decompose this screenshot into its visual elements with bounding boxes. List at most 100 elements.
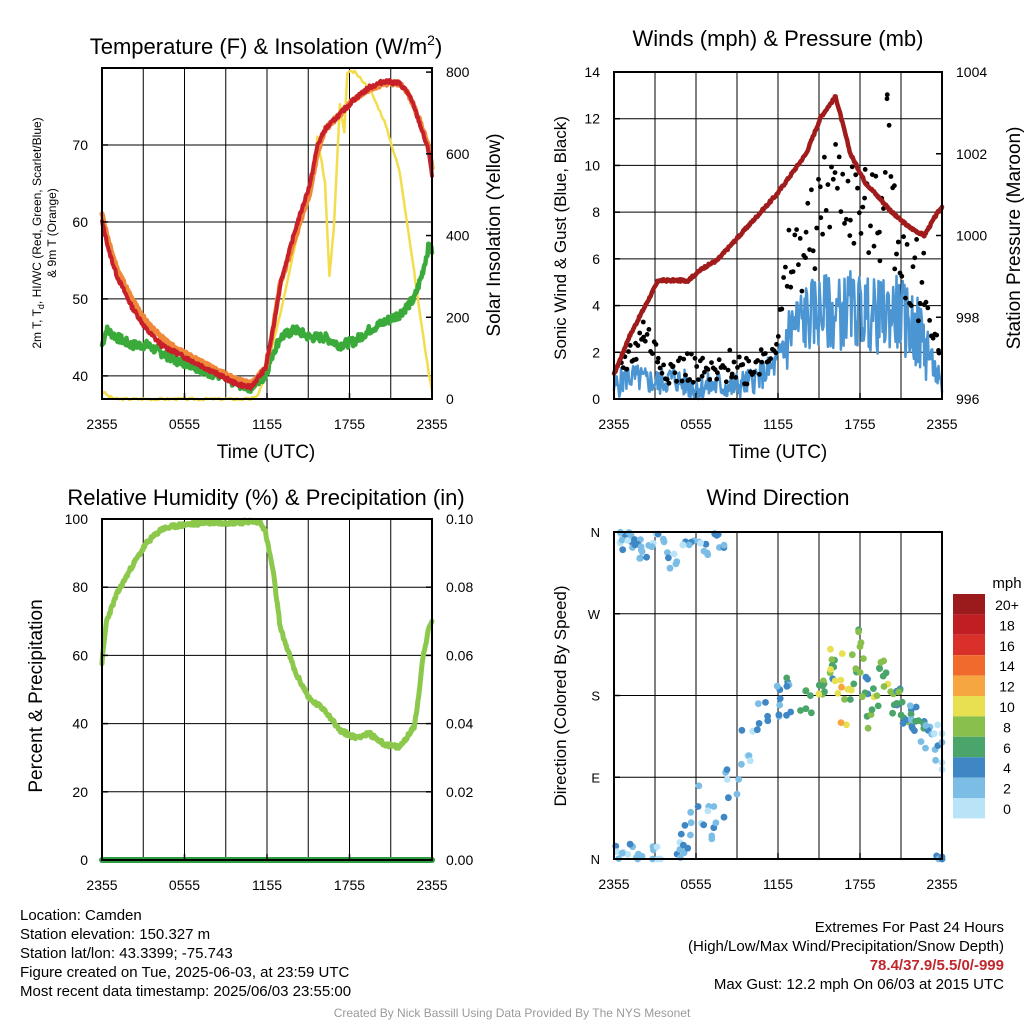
- y-left-tick-label-80: 80: [72, 579, 88, 595]
- wind-direction-point: [843, 721, 850, 729]
- x-tick-label-2355: 2355: [598, 416, 629, 432]
- gust-point: [659, 370, 665, 376]
- gust-point: [684, 351, 690, 357]
- y-left-tick-label-W: W: [588, 607, 601, 622]
- wind-direction-point: [725, 794, 732, 802]
- dewpoint-line: [99, 241, 435, 394]
- gust-point: [860, 204, 866, 210]
- speed-legend-label-14: 14: [999, 658, 1015, 674]
- gust-point: [825, 182, 831, 188]
- x-tick-label-1155: 1155: [763, 416, 793, 432]
- wind-direction-point: [847, 686, 855, 694]
- y-left-tick-label-0: 0: [592, 391, 600, 407]
- direction-title: Wind Direction: [706, 485, 849, 510]
- y-left-tick-label-50: 50: [72, 291, 88, 307]
- wind-direction-point: [907, 710, 915, 718]
- wind-direction-point: [932, 756, 939, 764]
- gust-point: [731, 359, 737, 365]
- temperature-2m-line: [100, 78, 434, 391]
- wind-direction-point: [837, 719, 845, 726]
- wind-direction-point: [677, 830, 685, 838]
- gust-point: [670, 363, 676, 369]
- most-recent-timestamp: Most recent data timestamp: 2025/06/03 2…: [20, 983, 352, 1000]
- gust-point: [904, 242, 910, 247]
- wind-direction-point: [684, 844, 692, 852]
- gust-point: [877, 258, 883, 264]
- wind-direction-point: [653, 843, 661, 851]
- gust-point: [817, 184, 823, 190]
- speed-legend-label-16: 16: [999, 638, 1015, 654]
- wind-direction-point: [912, 703, 920, 711]
- wind-direction-point: [902, 716, 910, 724]
- gust-point: [925, 305, 931, 311]
- y-right-tick-label-0: 0: [446, 391, 454, 407]
- gust-point: [650, 351, 655, 356]
- gust-point: [888, 174, 894, 179]
- gust-point: [894, 251, 899, 257]
- gust-point: [892, 183, 897, 189]
- gust-point: [790, 269, 796, 274]
- y-right-tick-label-1004: 1004: [956, 64, 987, 80]
- wind-direction-point: [618, 536, 626, 544]
- speed-legend-swatch-20+: [953, 594, 985, 615]
- wind-direction-point: [889, 709, 896, 717]
- wind-direction-point: [838, 650, 846, 657]
- gust-point: [687, 377, 692, 382]
- wind-direction-point: [723, 766, 731, 773]
- gust-point: [927, 318, 932, 323]
- wind-direction-point: [679, 541, 687, 549]
- wind-direction-point: [687, 831, 694, 839]
- gust-point: [762, 351, 768, 356]
- wind-direction-point: [838, 683, 845, 691]
- gust-point: [919, 280, 925, 285]
- gust-point: [709, 360, 714, 365]
- x-tick-label-2355: 2355: [416, 416, 447, 432]
- gust-point: [768, 356, 773, 361]
- wind-direction-point: [856, 669, 864, 676]
- wind-direction-point: [834, 690, 842, 697]
- wind-direction-point: [735, 776, 743, 783]
- extremes-title: Extremes For Past 24 Hours: [814, 919, 1004, 936]
- gust-point: [838, 209, 844, 215]
- gust-point: [759, 359, 765, 365]
- gust-point: [884, 96, 890, 102]
- y-right-tick-label-400: 400: [446, 228, 470, 244]
- wind-direction-point: [733, 790, 741, 798]
- station-location: Location: Camden: [20, 907, 142, 924]
- wind-direction-point: [917, 738, 925, 745]
- y-left-tick-label-N: N: [591, 525, 600, 540]
- y-left-tick-label-4: 4: [592, 298, 600, 314]
- gust-point: [679, 378, 685, 384]
- gust-point: [781, 275, 786, 280]
- x-tick-label-1755: 1755: [334, 416, 365, 432]
- wind-direction-point: [802, 687, 810, 695]
- x-tick-label-0555: 0555: [169, 416, 200, 432]
- gust-point: [758, 347, 764, 353]
- y-left-tick-label-N: N: [591, 852, 600, 867]
- y-left-tick-label-60: 60: [72, 214, 88, 230]
- gust-point: [775, 334, 781, 339]
- speed-legend-swatch-12: [953, 675, 985, 696]
- wind-direction-point: [626, 840, 634, 848]
- wind-direction-point: [873, 692, 881, 699]
- gust-point: [923, 299, 929, 305]
- gust-point: [908, 303, 914, 308]
- speed-legend-swatch-18: [953, 614, 985, 635]
- gust-point: [779, 306, 785, 312]
- x-tick-label-1755: 1755: [844, 416, 875, 432]
- gust-point: [640, 319, 646, 325]
- speed-legend-swatch-0: [953, 798, 985, 819]
- gust-point: [835, 185, 840, 191]
- gust-point: [773, 350, 779, 356]
- speed-legend-label-12: 12: [999, 679, 1015, 695]
- x-tick-label-1755: 1755: [334, 877, 365, 893]
- gust-point: [936, 350, 942, 356]
- wind-direction-point: [797, 707, 804, 714]
- wind-direction-point: [631, 536, 638, 543]
- gust-point: [797, 236, 803, 241]
- direction-panel: Wind Direction 2355 0555 1155 1755 2355 N E S W…: [551, 485, 1022, 892]
- gust-point: [836, 154, 842, 160]
- wind-direction-point: [710, 803, 718, 810]
- direction-points: [612, 528, 946, 863]
- wind-direction-point: [870, 685, 877, 692]
